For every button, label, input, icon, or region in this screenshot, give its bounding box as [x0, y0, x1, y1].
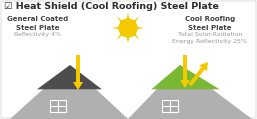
- Polygon shape: [73, 55, 83, 90]
- Polygon shape: [37, 65, 102, 89]
- Text: Total Solar-Radiation
Energy Reflectivity 25%: Total Solar-Radiation Energy Reflectivit…: [172, 32, 247, 44]
- Text: Cool Roofing
Steel Plate: Cool Roofing Steel Plate: [185, 16, 235, 30]
- Polygon shape: [188, 62, 208, 86]
- Bar: [162, 100, 178, 112]
- Polygon shape: [151, 65, 219, 89]
- Circle shape: [119, 19, 137, 37]
- Polygon shape: [112, 27, 119, 29]
- Text: Reflectivity 4%: Reflectivity 4%: [14, 32, 62, 37]
- Text: General Coated
Steel Plate: General Coated Steel Plate: [7, 16, 69, 30]
- Polygon shape: [127, 12, 129, 19]
- Polygon shape: [117, 17, 123, 23]
- Polygon shape: [117, 33, 123, 39]
- Bar: [50, 100, 66, 112]
- FancyBboxPatch shape: [1, 1, 256, 118]
- Text: ☑ Heat Shield (Cool Roofing) Steel Plate: ☑ Heat Shield (Cool Roofing) Steel Plate: [4, 2, 219, 11]
- Polygon shape: [127, 37, 129, 44]
- Polygon shape: [137, 27, 144, 29]
- Polygon shape: [133, 33, 139, 39]
- Polygon shape: [133, 17, 139, 23]
- Polygon shape: [10, 65, 128, 119]
- Polygon shape: [128, 65, 252, 119]
- Polygon shape: [180, 55, 190, 88]
